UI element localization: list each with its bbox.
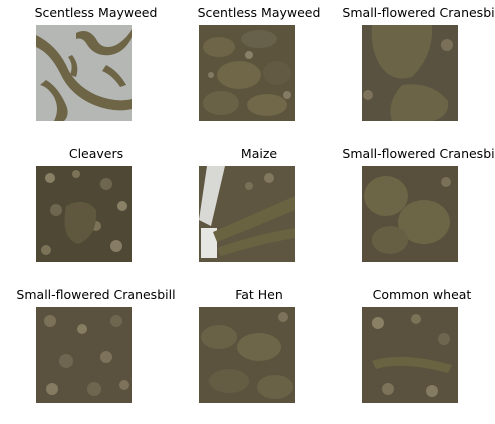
image-caption: Cleavers xyxy=(68,146,124,161)
plant-image xyxy=(199,307,295,403)
plant-image xyxy=(362,25,458,121)
image-caption: Scentless Mayweed xyxy=(34,5,158,20)
plant-image xyxy=(36,166,132,262)
image-caption: Scentless Mayweed xyxy=(197,5,321,20)
plant-image xyxy=(36,25,132,121)
image-caption: Common wheat xyxy=(372,287,472,302)
plant-image xyxy=(362,307,458,403)
image-caption: Small-flowered Cranesbill xyxy=(16,287,176,302)
image-caption: Small-flowered Cranesbill xyxy=(342,146,495,161)
plant-image xyxy=(362,166,458,262)
image-caption: Maize xyxy=(240,146,278,161)
plant-image xyxy=(199,25,295,121)
plant-image xyxy=(199,166,295,262)
image-caption: Fat Hen xyxy=(235,287,283,302)
plant-image xyxy=(36,307,132,403)
image-caption: Small-flowered Cranesbill xyxy=(342,5,495,20)
